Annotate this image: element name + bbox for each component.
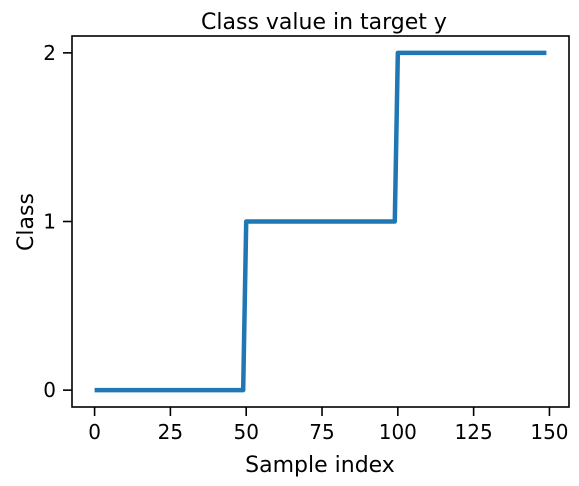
x-tick-label: 0 <box>88 420 101 444</box>
y-tick-label: 2 <box>43 41 56 65</box>
plot-area <box>94 50 547 393</box>
y-tick-label: 1 <box>43 210 56 234</box>
y-axis: 0 1 2 <box>43 41 72 402</box>
series-line-0 <box>94 50 547 393</box>
x-tick-label: 125 <box>455 420 493 444</box>
x-tick-label: 50 <box>233 420 258 444</box>
y-axis-label: Class <box>14 193 39 251</box>
y-tick-label: 0 <box>43 378 56 402</box>
x-tick-label: 25 <box>158 420 183 444</box>
x-tick-label: 150 <box>530 420 568 444</box>
x-tick-label: 75 <box>309 420 334 444</box>
x-axis-label: Sample index <box>245 453 395 478</box>
chart-title: Class value in target y <box>201 10 447 35</box>
x-tick-label: 100 <box>379 420 417 444</box>
x-axis: 0 25 50 75 100 125 150 <box>88 407 569 444</box>
